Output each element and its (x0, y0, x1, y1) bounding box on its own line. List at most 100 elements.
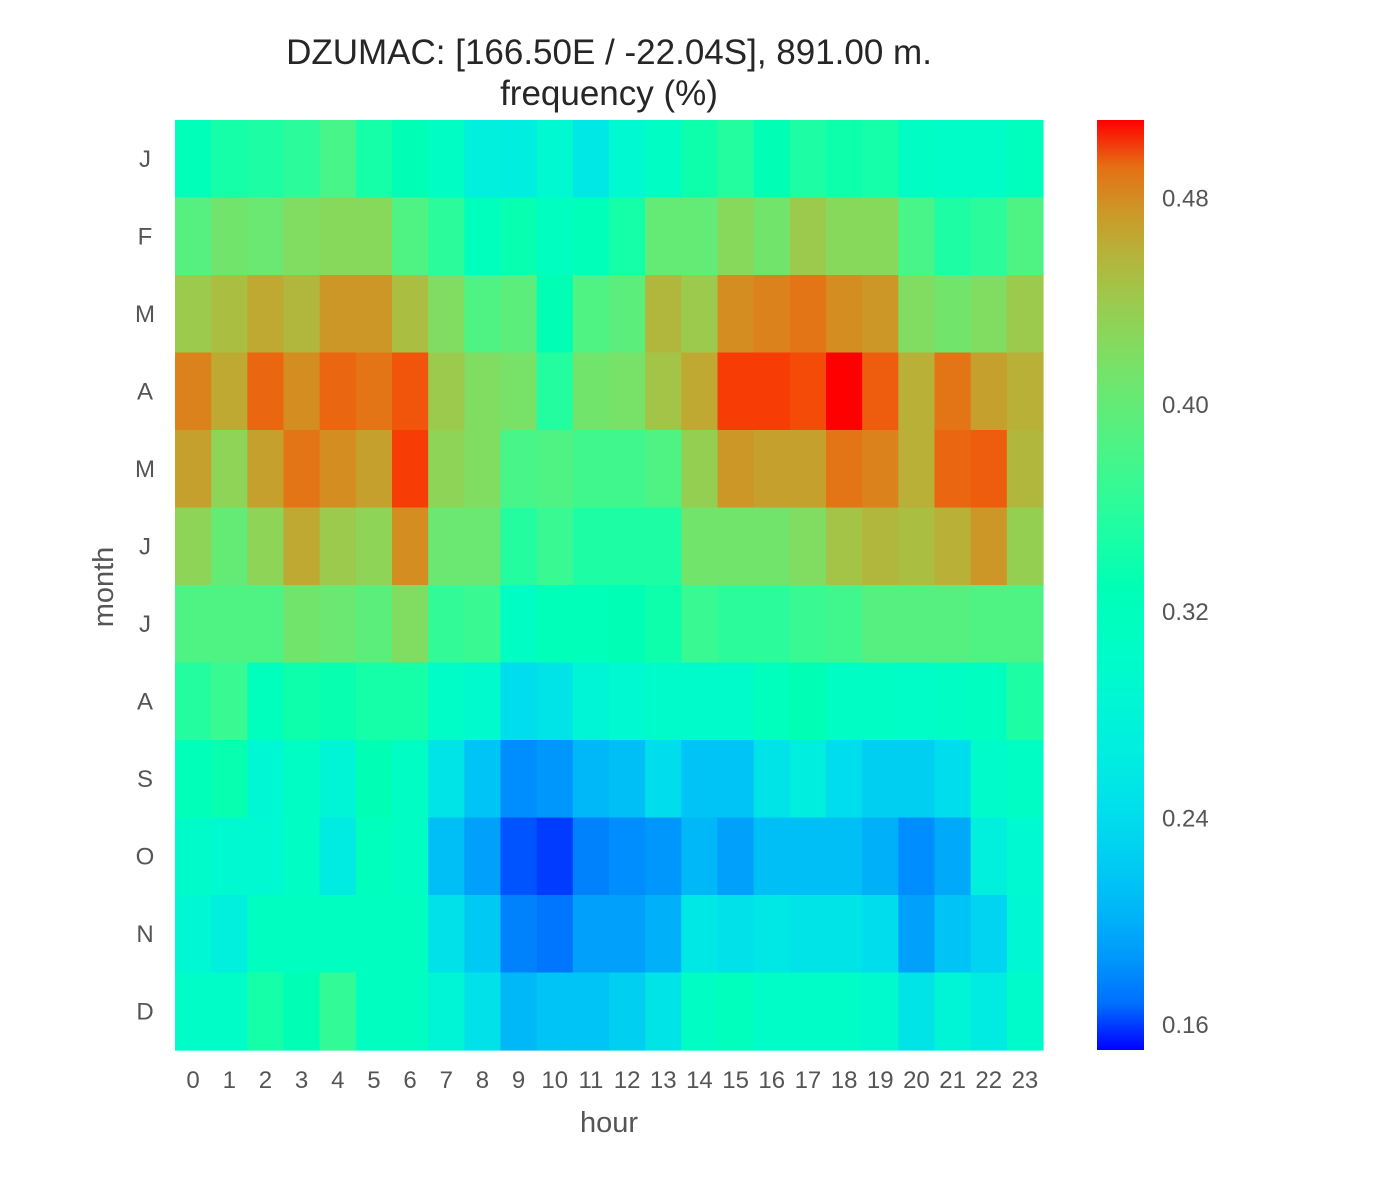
heatmap-cell (283, 817, 321, 896)
y-tick-label: D (136, 998, 153, 1025)
heatmap-cell (319, 895, 357, 974)
heatmap-cell (572, 197, 610, 276)
heatmap-cell (862, 430, 899, 509)
heatmap-cell (826, 197, 863, 276)
heatmap-cell (211, 507, 248, 586)
heatmap-cell (536, 352, 574, 431)
heatmap-cell (717, 507, 755, 586)
heatmap-cell (934, 740, 972, 819)
heatmap-cell (753, 275, 791, 354)
heatmap-cell (789, 275, 827, 354)
heatmap-cell (500, 275, 538, 354)
heatmap-cell (464, 507, 502, 586)
heatmap-cell (500, 120, 538, 199)
colorbar-tick-label: 0.24 (1162, 806, 1209, 833)
heatmap-cell (753, 972, 791, 1051)
heatmap-cell (175, 740, 212, 819)
heatmap-cell (609, 352, 646, 431)
heatmap-cell (934, 817, 972, 896)
y-tick-label: M (135, 301, 155, 328)
heatmap-cell (934, 895, 972, 974)
heatmap-cell (355, 352, 393, 431)
x-tick-label: 7 (440, 1067, 453, 1094)
heatmap-cell (211, 740, 248, 819)
heatmap-cell (500, 895, 538, 974)
x-tick-label: 4 (331, 1067, 344, 1094)
y-tick-label: O (136, 843, 155, 870)
heatmap-cell (392, 662, 429, 741)
heatmap-cell (645, 120, 682, 199)
heatmap-cell (753, 740, 791, 819)
x-tick-label: 20 (903, 1067, 930, 1094)
heatmap-cell (500, 352, 538, 431)
heatmap-cell (355, 507, 393, 586)
heatmap-cell (428, 585, 465, 664)
heatmap-cell (175, 895, 212, 974)
heatmap-cell (717, 817, 755, 896)
heatmap-cell (934, 197, 972, 276)
heatmap-cells (175, 120, 1044, 1051)
heatmap-cell (175, 817, 212, 896)
heatmap-cell (970, 197, 1008, 276)
heatmap-cell (536, 430, 574, 509)
x-tick-label: 10 (541, 1067, 568, 1094)
x-tick-labels: 0 1 2 3 4 5 6 7 8 9 10 11 12 13 14 15 16 17 18 19 20 21 22 23 (186, 1067, 1038, 1094)
heatmap-cell (536, 972, 574, 1051)
heatmap-cell (681, 817, 719, 896)
heatmap-cell (789, 662, 827, 741)
heatmap-cell (572, 585, 610, 664)
heatmap-cell (500, 662, 538, 741)
heatmap-cell (898, 430, 936, 509)
heatmap-cell (609, 275, 646, 354)
heatmap-cell (789, 120, 827, 199)
heatmap-cell (1006, 430, 1044, 509)
heatmap-cell (247, 120, 285, 199)
heatmap-cell (572, 120, 610, 199)
heatmap-cell (247, 585, 285, 664)
heatmap-cell (464, 662, 502, 741)
heatmap-cell (681, 585, 719, 664)
heatmap-cell (862, 895, 899, 974)
heatmap-cell (753, 197, 791, 276)
y-tick-label: J (139, 611, 151, 638)
x-tick-label: 21 (939, 1067, 966, 1094)
heatmap-cell (175, 507, 212, 586)
heatmap-cell (898, 120, 936, 199)
heatmap-cell (753, 507, 791, 586)
heatmap-cell (789, 197, 827, 276)
heatmap-cell (392, 585, 429, 664)
heatmap-cell (609, 740, 646, 819)
heatmap-cell (934, 430, 972, 509)
heatmap-cell (355, 585, 393, 664)
heatmap-cell (175, 120, 212, 199)
y-tick-label: S (137, 766, 153, 793)
heatmap-cell (572, 662, 610, 741)
heatmap-cell (283, 585, 321, 664)
heatmap-cell (826, 120, 863, 199)
colorbar (1097, 120, 1144, 1050)
heatmap-cell (211, 430, 248, 509)
heatmap-cell (355, 817, 393, 896)
heatmap-cell (1006, 662, 1044, 741)
heatmap-cell (609, 662, 646, 741)
heatmap-cell (319, 197, 357, 276)
heatmap-cell (283, 352, 321, 431)
heatmap-cell (934, 662, 972, 741)
heatmap-cell (645, 430, 682, 509)
heatmap-cell (536, 740, 574, 819)
colorbar-tick-label: 0.16 (1162, 1012, 1209, 1039)
heatmap-cell (826, 275, 863, 354)
heatmap-cell (247, 662, 285, 741)
heatmap-cell (175, 972, 212, 1051)
heatmap-cell (898, 585, 936, 664)
heatmap-cell (645, 740, 682, 819)
heatmap-cell (789, 507, 827, 586)
heatmap-cell (826, 972, 863, 1051)
colorbar-tick-labels: 0.16 0.24 0.32 0.40 0.48 (1162, 186, 1209, 1040)
heatmap-cell (898, 197, 936, 276)
heatmap-cell (862, 972, 899, 1051)
heatmap-cell (572, 817, 610, 896)
heatmap-cell (355, 120, 393, 199)
x-tick-label: 12 (614, 1067, 641, 1094)
heatmap-cell (283, 430, 321, 509)
